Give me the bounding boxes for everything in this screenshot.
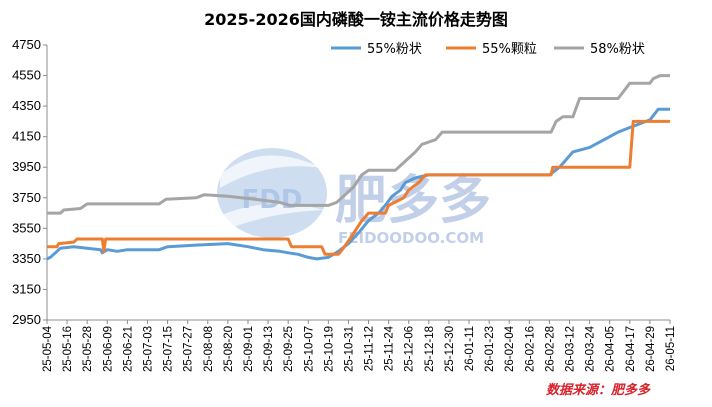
y-tick-label: 2950 xyxy=(12,312,41,327)
x-tick-label: 26-04-17 xyxy=(625,326,637,372)
feiduoduo-watermark: FDD 肥多多 FEIDOODOO.COM xyxy=(217,148,491,247)
x-tick-label: 25-11-12 xyxy=(364,326,376,371)
x-tick-label: 25-12-06 xyxy=(404,326,416,372)
x-tick-label: 25-06-09 xyxy=(102,326,114,372)
x-tick-label: 26-04-05 xyxy=(605,326,617,372)
watermark-url-text: FEIDOODOO.COM xyxy=(338,229,484,247)
legend: 55%粉状 55%颗粒 58%粉状 xyxy=(331,42,645,57)
x-tick-label: 25-07-27 xyxy=(183,326,195,372)
x-tick-label: 25-12-18 xyxy=(424,326,436,372)
x-tick-label: 25-10-31 xyxy=(343,326,355,372)
x-tick-label: 26-02-04 xyxy=(504,325,516,372)
x-tick-label: 26-05-11 xyxy=(665,326,677,371)
x-tick-label: 26-04-29 xyxy=(645,326,657,372)
x-tick-label: 26-02-16 xyxy=(524,326,536,372)
series-lines xyxy=(46,74,670,261)
x-tick-label: 25-10-07 xyxy=(303,326,315,372)
y-tick-label: 4750 xyxy=(12,37,41,52)
legend-label: 58%粉状 xyxy=(590,42,645,57)
y-tick-label: 4550 xyxy=(12,68,41,83)
y-tick-label: 3150 xyxy=(12,281,41,296)
x-tick-label: 25-10-19 xyxy=(323,326,335,372)
y-tick-label: 3350 xyxy=(12,251,41,266)
x-tick-label: 26-01-23 xyxy=(484,326,496,372)
x-tick-label: 25-08-08 xyxy=(203,326,215,372)
y-tick-label: 4150 xyxy=(12,129,41,144)
x-tick-label: 26-01-11 xyxy=(464,326,476,371)
y-tick-label: 3750 xyxy=(12,190,41,205)
y-tick-label: 3550 xyxy=(12,220,41,235)
x-tick-label: 26-03-24 xyxy=(585,325,597,372)
x-tick-label: 25-06-21 xyxy=(122,326,134,372)
legend-label: 55%粉状 xyxy=(367,42,422,57)
x-tick-label: 25-05-16 xyxy=(62,326,74,372)
y-tick-label: 4350 xyxy=(12,98,41,113)
x-tick-label: 25-12-30 xyxy=(444,326,456,372)
x-axis: 25-05-04 25-05-16 25-05-28 25-06-09 25-06-21… xyxy=(42,319,677,372)
source-note: 数据来源：肥多多 xyxy=(546,382,651,398)
chart-title: 2025-2026国内磷酸一铵主流价格走势图 xyxy=(204,10,508,29)
watermark-logo-wave xyxy=(220,155,322,188)
watermark-logo-wave-lower xyxy=(222,203,324,230)
x-tick-label: 25-05-28 xyxy=(82,326,94,372)
x-tick-label: 25-11-24 xyxy=(384,325,396,371)
x-tick-label: 25-07-03 xyxy=(142,326,154,372)
x-tick-label: 26-03-12 xyxy=(565,326,577,372)
x-tick-label: 25-09-25 xyxy=(283,326,295,372)
y-tick-label: 3950 xyxy=(12,159,41,174)
x-tick-label: 25-09-13 xyxy=(263,326,275,372)
x-tick-label: 25-07-15 xyxy=(163,326,175,372)
x-tick-label: 25-08-20 xyxy=(223,326,235,372)
y-axis: 2950 3150 3350 3550 3750 3950 4150 4350 4550 4750 xyxy=(12,37,48,327)
legend-label: 55%颗粒 xyxy=(482,42,537,57)
x-tick-label: 25-05-04 xyxy=(42,325,54,372)
x-tick-label: 26-02-28 xyxy=(544,326,556,372)
watermark-logo-circle xyxy=(217,148,327,238)
series-line-3 xyxy=(47,74,670,215)
x-tick-label: 25-09-01 xyxy=(243,326,255,372)
series-line-2 xyxy=(47,119,670,256)
